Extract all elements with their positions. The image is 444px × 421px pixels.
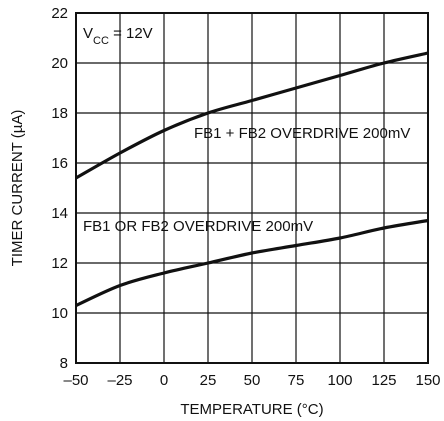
x-tick-label: 75 xyxy=(288,372,305,389)
vcc-condition-label: VCC = 12V xyxy=(83,25,153,47)
y-tick-label: 8 xyxy=(60,355,68,372)
grid xyxy=(76,13,428,363)
x-tick-label: 150 xyxy=(415,372,440,389)
x-tick-labels: –50 –25 0 25 50 75 100 125 150 xyxy=(63,372,440,389)
x-tick-label: 50 xyxy=(244,372,261,389)
series-label-fb1-or-fb2: FB1 OR FB2 OVERDRIVE 200mV xyxy=(83,218,313,235)
x-tick-label: 25 xyxy=(200,372,217,389)
x-tick-label: 0 xyxy=(160,372,168,389)
y-tick-label: 22 xyxy=(51,5,68,22)
series-lines xyxy=(75,51,429,307)
y-tick-label: 18 xyxy=(51,105,68,122)
y-axis-label: TIMER CURRENT (µA) xyxy=(9,110,26,267)
y-tick-label: 10 xyxy=(51,305,68,322)
x-tick-label: 100 xyxy=(327,372,352,389)
x-tick-label: –50 xyxy=(63,372,88,389)
series-label-fb1-plus-fb2: FB1 + FB2 OVERDRIVE 200mV xyxy=(194,125,410,142)
x-tick-label: –25 xyxy=(107,372,132,389)
y-tick-label: 14 xyxy=(51,205,68,222)
x-axis-label: TEMPERATURE (°C) xyxy=(180,401,323,418)
x-tick-label: 125 xyxy=(371,372,396,389)
y-tick-label: 12 xyxy=(51,255,68,272)
plot-frame xyxy=(75,12,429,364)
series-line-0 xyxy=(75,51,429,180)
series-line-1 xyxy=(75,218,429,307)
y-tick-label: 20 xyxy=(51,55,68,72)
y-tick-label: 16 xyxy=(51,155,68,172)
y-tick-labels: 8 10 12 14 16 18 20 22 xyxy=(51,5,68,372)
